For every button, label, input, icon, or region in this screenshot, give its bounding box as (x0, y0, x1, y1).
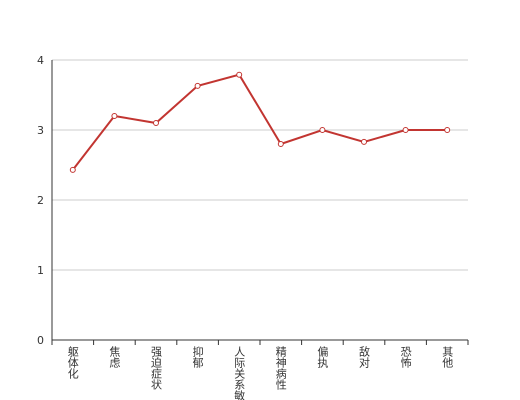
point (361, 138, 367, 145)
x-tick-label: 强迫症状 (150, 346, 163, 390)
x-tick-label: 躯体化 (66, 346, 79, 380)
point (444, 127, 451, 133)
point (277, 141, 284, 147)
y-tick-label: 3 (37, 124, 44, 137)
point (194, 82, 201, 89)
y-tick-label: 2 (37, 194, 44, 207)
point (153, 120, 159, 126)
point (319, 127, 326, 133)
x-tick-label: 其他 (441, 346, 454, 368)
line (72, 73, 448, 171)
x-tick-label: 偏执 (316, 345, 329, 369)
y-tick-label: 4 (37, 54, 44, 67)
x-tick-label: 抑郁 (191, 345, 204, 368)
point (111, 113, 118, 119)
y-tick-label: 0 (37, 334, 44, 347)
y-tick-label: 1 (37, 264, 44, 277)
x-tick-label: 人际关系敏感 (233, 346, 246, 400)
x-tick-label: 恐怖 (399, 346, 412, 368)
point (69, 166, 76, 173)
x-tick-label: 敌对 (358, 345, 371, 368)
x-tick-label: 焦虑 (108, 346, 121, 368)
point (402, 127, 409, 133)
point (236, 71, 243, 78)
x-tick-label: 精神病性 (274, 346, 287, 391)
